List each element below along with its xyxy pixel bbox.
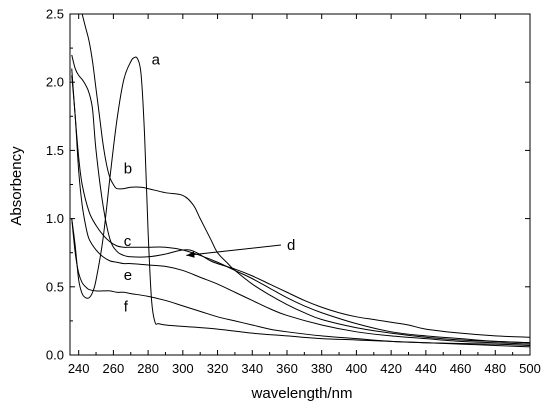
x-tick-label: 480	[484, 361, 506, 376]
x-tick-label: 240	[68, 361, 90, 376]
curve-f	[71, 218, 530, 348]
curve-label-a: a	[152, 51, 161, 68]
curve-label-f: f	[124, 298, 129, 315]
y-tick-label: 0.0	[46, 348, 64, 363]
curve-d	[71, 54, 530, 338]
curve-b	[81, 14, 530, 344]
curve-labels: a b c d ef	[124, 51, 296, 315]
curve-label-b: b	[124, 161, 132, 178]
x-tick-label: 380	[311, 361, 333, 376]
curve-a	[71, 56, 530, 346]
x-tick-label: 320	[207, 361, 229, 376]
x-tick-label: 300	[172, 361, 194, 376]
curve-label-e: e	[124, 267, 132, 284]
y-tick-label: 1.5	[46, 143, 64, 158]
arrow-d-line	[186, 244, 282, 256]
curve-label-c: c	[124, 233, 132, 250]
y-tick-label: 2.0	[46, 75, 64, 90]
arrow-d-head	[186, 251, 195, 258]
x-tick-label: 360	[276, 361, 298, 376]
x-tick-label: 460	[450, 361, 472, 376]
curve-label-d: d	[287, 237, 295, 254]
x-tick-label: 340	[241, 361, 263, 376]
y-axis-title: Absorbency	[8, 146, 25, 226]
x-tick-label: 420	[380, 361, 402, 376]
x-tick-label: 440	[415, 361, 437, 376]
x-axis-ticks: 240 260 280 300 320 340 360 380 400 420 440 460 480 5…	[68, 14, 541, 376]
x-tick-label: 500	[519, 361, 541, 376]
y-axis-ticks: 0.0 0.5 1.0 1.5 2.0 2.5	[46, 7, 530, 363]
curve-c	[71, 68, 530, 344]
curve-e	[71, 75, 530, 345]
y-tick-label: 0.5	[46, 279, 64, 294]
x-tick-label: 400	[346, 361, 368, 376]
y-tick-label: 2.5	[46, 7, 64, 22]
x-tick-label: 260	[103, 361, 125, 376]
curves	[71, 14, 530, 348]
x-tick-label: 280	[137, 361, 159, 376]
x-axis-title: wavelength/nm	[251, 385, 353, 402]
y-tick-label: 1.0	[46, 211, 64, 226]
